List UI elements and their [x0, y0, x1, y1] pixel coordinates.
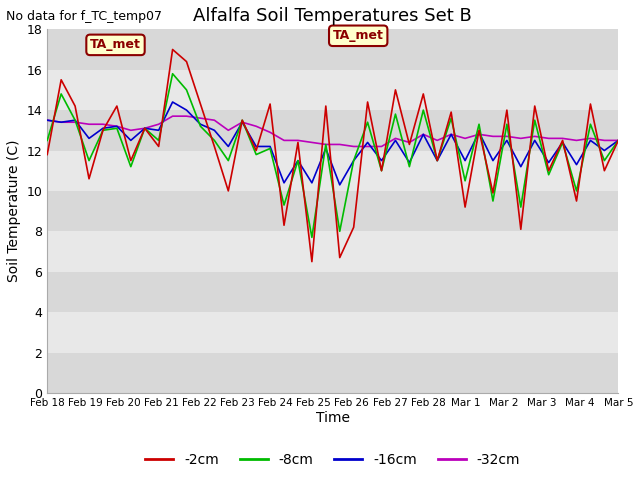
Y-axis label: Soil Temperature (C): Soil Temperature (C) [7, 140, 21, 282]
Title: Alfalfa Soil Temperatures Set B: Alfalfa Soil Temperatures Set B [193, 7, 472, 25]
Text: TA_met: TA_met [333, 29, 383, 42]
Bar [47, 272, 618, 312]
Bar [47, 70, 618, 110]
Bar [47, 191, 618, 231]
Bar [47, 352, 618, 393]
Bar [47, 231, 618, 272]
Bar [47, 29, 618, 70]
X-axis label: Time: Time [316, 410, 350, 425]
Text: TA_met: TA_met [90, 38, 141, 51]
Text: No data for f_TC_temp07: No data for f_TC_temp07 [6, 10, 163, 23]
Legend: -2cm, -8cm, -16cm, -32cm: -2cm, -8cm, -16cm, -32cm [140, 447, 526, 472]
Bar [47, 110, 618, 151]
Bar [47, 151, 618, 191]
Bar [47, 312, 618, 352]
